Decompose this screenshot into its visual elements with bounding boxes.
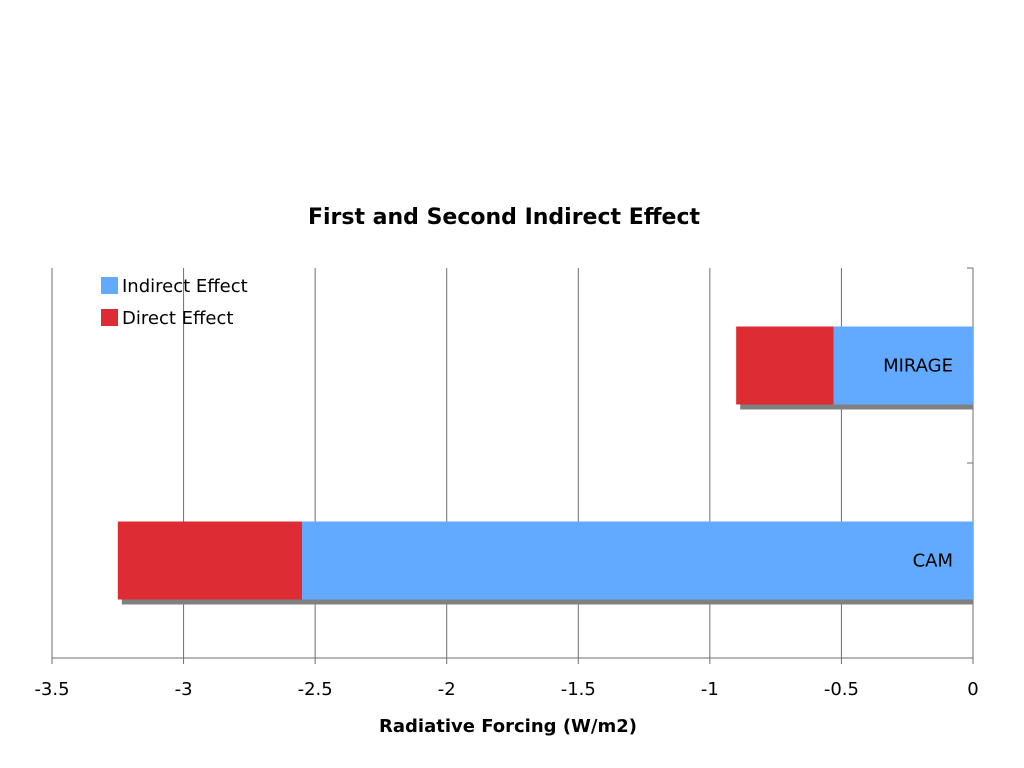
x-axis-label: Radiative Forcing (W/m2) xyxy=(379,716,637,737)
bar-indirect-effect xyxy=(833,326,973,405)
legend-label: Indirect Effect xyxy=(122,276,248,297)
chart-title: First and Second Indirect Effect xyxy=(308,205,701,230)
bars: MIRAGE CAM xyxy=(117,326,974,605)
legend-item: Indirect Effect xyxy=(101,276,248,297)
x-tick-label: -0.5 xyxy=(824,679,859,700)
x-tick-labels: -3.5 -3 -2.5 -2 -1.5 -1 -0.5 0 xyxy=(34,679,978,700)
category-label: CAM xyxy=(913,551,953,572)
bar-direct-effect xyxy=(736,326,834,405)
bar-direct-effect xyxy=(117,521,302,600)
x-tick-label: -1 xyxy=(701,679,719,700)
x-tick-label: -3 xyxy=(175,679,193,700)
x-tick-label: -3.5 xyxy=(34,679,69,700)
x-tick-label: 0 xyxy=(967,679,978,700)
legend-item: Direct Effect xyxy=(101,308,233,329)
x-tick-label: -1.5 xyxy=(561,679,596,700)
legend-swatch xyxy=(101,277,118,294)
x-tick-label: -2 xyxy=(438,679,456,700)
category-label: MIRAGE xyxy=(883,356,953,377)
legend-label: Direct Effect xyxy=(122,308,233,329)
legend: Indirect Effect Direct Effect xyxy=(101,276,248,329)
bar-indirect-effect xyxy=(301,521,973,600)
x-tick-label: -2.5 xyxy=(298,679,333,700)
legend-swatch xyxy=(101,309,118,326)
